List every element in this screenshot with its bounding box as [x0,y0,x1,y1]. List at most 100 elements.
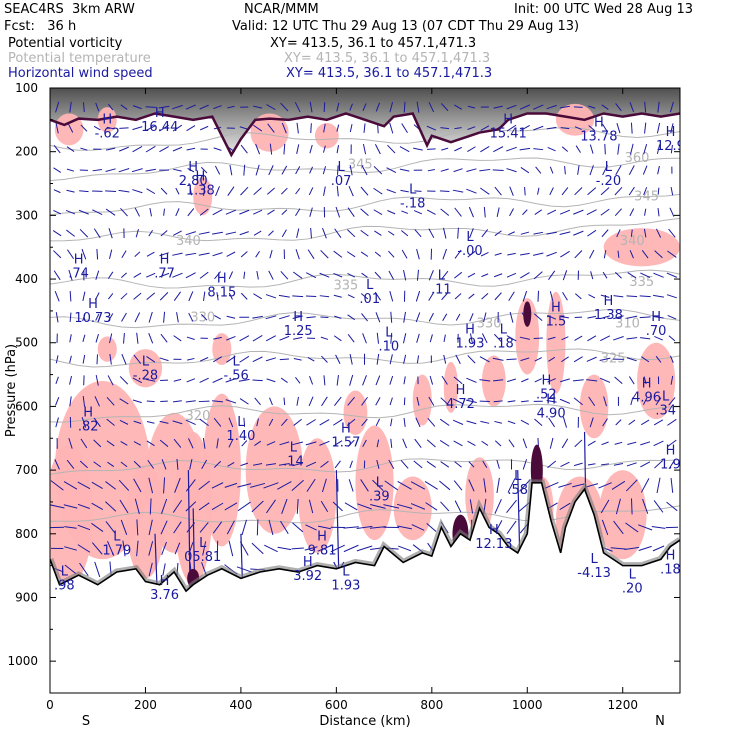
wind-arrow [627,272,637,279]
wind-arrow [317,525,331,530]
wind-arrow [426,460,437,468]
wind-arrow [600,499,610,514]
wind-arrow [241,440,248,447]
wind-arrow [148,562,153,577]
wind-arrow [628,376,635,385]
wind-arrow [172,230,182,236]
speed-extremum-value: .34 [655,403,676,418]
wind-arrow [346,251,356,258]
wind-arrow [80,147,88,151]
wind-arrow [147,459,155,469]
low-pv-patch [393,476,432,541]
wind-arrow [320,460,329,468]
wind-arrow [146,272,156,278]
wind-arrow [213,460,222,468]
wind-arrow [641,250,649,259]
wind-arrow [134,312,141,323]
wind-arrow [333,294,342,298]
wind-arrow [493,400,503,403]
wind-arrow [613,315,624,320]
wind-arrow [145,168,156,172]
wind-arrow [614,441,623,445]
wind-arrow [241,519,247,536]
wind-arrow [574,439,583,448]
wind-arrow [134,207,141,217]
wind-arrow [429,334,433,343]
wind-arrow [296,498,299,514]
wind-arrow [386,167,397,174]
wind-arrow [319,419,330,426]
wind-arrow [349,353,353,365]
wind-arrow [119,376,129,385]
wind-arrow [277,481,292,490]
wind-arrow [252,315,263,319]
wind-arrow [669,207,675,217]
wind-arrow [496,207,500,217]
low-pv-patch [245,406,303,534]
wind-arrow [123,332,125,344]
wind-arrow [118,479,130,491]
wind-arrow [522,290,528,302]
wind-arrow [343,544,359,553]
wind-arrow [120,207,128,217]
wind-arrow [203,291,206,301]
speed-extremum-kind: H [88,297,98,312]
wind-arrow [494,230,502,237]
wind-arrow [613,336,624,341]
wind-arrow [628,165,635,176]
wind-arrow [653,440,664,447]
wind-arrow [176,312,179,323]
wind-arrow [120,461,128,468]
wind-arrow [278,294,290,298]
wind-arrow [376,353,380,365]
wind-arrow [93,417,101,428]
wind-arrow [670,144,673,154]
wind-arrow [468,461,475,468]
wind-arrow [441,375,448,385]
wind-arrow [667,418,677,426]
wind-arrow [79,562,89,577]
wind-arrow [227,105,235,109]
wind-arrow [201,313,208,321]
wind-arrow [670,123,674,133]
wind-arrow [640,272,651,278]
wind-arrow [199,208,209,216]
speed-extremum-value: .39 [369,489,390,504]
wind-arrow [96,248,99,260]
wind-arrow [96,354,99,365]
wind-arrow [598,482,612,489]
field-1-name: Potential vorticity [8,36,123,51]
wind-arrow [185,252,197,256]
wind-arrow [240,251,248,258]
speed-extremum-value: .58 [507,483,528,498]
wind-arrow [416,396,420,406]
wind-arrow [292,271,303,279]
speed-extremum-kind: H [666,549,676,564]
wind-arrow [159,439,169,447]
wind-arrow [93,125,101,131]
wind-arrow [213,147,222,151]
wind-arrow [343,526,359,529]
wind-arrow [559,209,571,215]
speed-extremum-kind: L [466,230,474,245]
speed-extremum: L.58 [507,469,528,498]
wind-arrow [600,335,611,342]
speed-extremum-kind: L [385,326,393,341]
wind-arrow [305,441,317,446]
wind-arrow [533,271,543,280]
wind-arrow [105,190,117,192]
speed-extremum-kind: L [438,268,446,283]
low-pv-patch [314,123,339,149]
wind-arrow [251,500,264,513]
wind-arrow [279,335,290,341]
wind-arrow [468,206,474,218]
speed-extremum: H1.38 [594,294,623,323]
wind-arrow [95,374,99,386]
wind-arrow [376,439,380,448]
wind-arrow [573,209,584,215]
wind-arrow [133,354,142,364]
wind-arrow [639,316,651,319]
wind-arrow [494,440,502,447]
y-tick-label: 900 [15,590,38,604]
speed-extremum-kind: H [303,555,313,570]
